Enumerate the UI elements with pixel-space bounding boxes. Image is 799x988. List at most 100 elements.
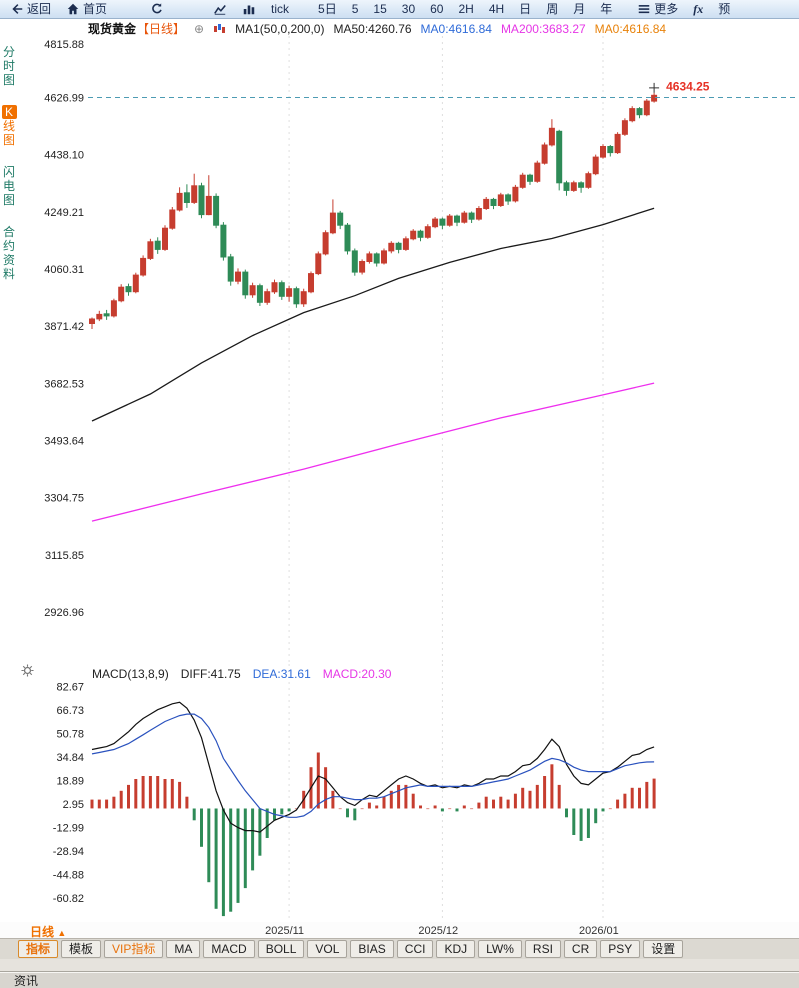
macd-histogram-bar <box>265 808 269 838</box>
indicator-tab-MACD[interactable]: MACD <box>203 940 255 958</box>
bar-chart-view-button[interactable] <box>242 2 256 16</box>
candle-body <box>505 194 512 202</box>
toolbar-period-年[interactable]: 年 <box>600 1 613 16</box>
candle-body <box>424 226 431 238</box>
line-chart-view-button[interactable] <box>213 2 227 16</box>
macd-chart[interactable]: 82.67 66.73 50.78 34.84 18.89 2.95 -12.99 -28.9… <box>18 664 799 922</box>
indicator-tab-指标[interactable]: 指标 <box>18 940 59 958</box>
candle-body <box>636 108 643 116</box>
candle-body <box>242 271 249 296</box>
y-axis-tick-label: 3871.42 <box>44 321 84 333</box>
macd-histogram-bar <box>316 752 320 809</box>
sidebar-item-1[interactable]: 分时图 <box>1 45 17 87</box>
candle-body <box>110 300 117 317</box>
indicator-settings-icon[interactable] <box>21 664 34 677</box>
macd-histogram-bar <box>652 778 656 809</box>
news-tab[interactable]: 资讯 <box>14 974 39 988</box>
macd-histogram-bar <box>543 776 547 809</box>
period-tick-button[interactable]: tick <box>271 1 290 16</box>
indicator-tab-LW%[interactable]: LW% <box>478 940 522 958</box>
macd-histogram-bar <box>90 799 94 809</box>
dea-line <box>91 713 655 818</box>
macd-histogram-bar <box>287 808 291 812</box>
candle-body <box>300 291 307 305</box>
more-button[interactable]: 更多 <box>637 1 678 18</box>
sidebar-item-char: 分 <box>2 45 15 59</box>
toolbar-period-4H[interactable]: 4H <box>488 1 505 16</box>
toolbar-periods: 5 15 30 60 2H 4H 日周月年 <box>352 1 613 18</box>
toolbar-period-60[interactable]: 60 <box>430 1 444 16</box>
period-5day-button[interactable]: 5日 <box>318 1 337 16</box>
candle-body <box>103 313 110 317</box>
candle-body <box>600 146 606 158</box>
candle-body <box>191 185 198 203</box>
indicator-tab-BIAS[interactable]: BIAS <box>350 940 394 958</box>
home-icon <box>67 3 79 15</box>
indicator-tab-VOL[interactable]: VOL <box>307 940 348 958</box>
toolbar-period-2H[interactable]: 2H <box>458 1 474 16</box>
candle-body <box>264 291 271 303</box>
status-bar: 资讯 <box>0 972 799 988</box>
alert-button[interactable]: 预 <box>718 1 731 16</box>
macd-histogram-bar <box>572 808 576 835</box>
toolbar-period-15[interactable]: 15 <box>373 1 387 16</box>
macd-histogram-bar <box>513 793 517 809</box>
home-button[interactable]: 首页 <box>66 1 107 18</box>
candle-body <box>154 240 161 250</box>
main-candlestick-chart[interactable]: 4815.88 4626.99 4438.10 4249.21 4060.31 3871.… <box>18 36 799 664</box>
macd-histogram-bar <box>506 799 510 809</box>
candle-body <box>621 120 628 135</box>
macd-histogram-bar <box>521 787 525 809</box>
indicator-tab-VIP指标[interactable]: VIP指标 <box>104 940 164 958</box>
y-axis-tick-label: 3682.53 <box>44 378 84 390</box>
toolbar-period-日[interactable]: 日 <box>519 1 532 16</box>
candle-body <box>351 250 358 273</box>
candle-body <box>490 198 497 206</box>
macd-histogram-bar <box>594 808 598 824</box>
macd-histogram-bar <box>462 805 466 809</box>
toolbar-period-30[interactable]: 30 <box>401 1 416 16</box>
sidebar-item-char: 线 <box>2 119 15 133</box>
sidebar-item-3[interactable]: 闪电图 <box>1 165 17 207</box>
macd-y-tick-label: -60.82 <box>53 893 84 905</box>
macd-histogram-bar <box>127 784 130 809</box>
candle-body <box>286 288 293 297</box>
indicator-tab-CR[interactable]: CR <box>563 940 598 958</box>
add-indicator-icon[interactable]: ⊕ <box>194 21 205 36</box>
candle-body <box>132 274 139 293</box>
symbol-name[interactable]: 现货黄金 <box>88 22 137 36</box>
candle-body <box>629 108 636 122</box>
macd-y-tick-label: 82.67 <box>56 682 84 694</box>
toolbar-period-周[interactable]: 周 <box>546 1 559 16</box>
candle-body <box>169 209 176 229</box>
more-label: 更多 <box>654 1 679 16</box>
indicator-tab-CCI[interactable]: CCI <box>396 940 434 958</box>
candle-body <box>570 182 577 191</box>
macd-histogram-bar <box>360 808 364 810</box>
toolbar-period-5[interactable]: 5 <box>351 1 359 16</box>
dea-value: DEA:31.61 <box>252 666 311 681</box>
indicator-tab-PSY[interactable]: PSY <box>600 940 641 958</box>
back-button[interactable]: 返回 <box>10 1 51 18</box>
kline-period-selector[interactable]: 日线 ▲ <box>30 923 66 940</box>
line-chart-icon <box>214 4 226 15</box>
indicator-tab-模板[interactable]: 模板 <box>61 940 102 958</box>
macd-histogram-bar <box>148 776 152 809</box>
toolbar-period-月[interactable]: 月 <box>573 1 586 16</box>
candle-body <box>198 185 205 216</box>
sidebar-item-4[interactable]: 合约资料 <box>1 225 17 281</box>
formula-button[interactable]: fx <box>693 1 704 16</box>
indicator-tab-MA[interactable]: MA <box>166 940 201 958</box>
indicator-tab-设置[interactable]: 设置 <box>643 940 684 958</box>
macd-histogram-bar <box>601 808 605 812</box>
indicator-tab-RSI[interactable]: RSI <box>524 940 561 958</box>
macd-histogram-bar <box>141 776 145 809</box>
candle-body <box>125 286 132 293</box>
indicator-tab-KDJ[interactable]: KDJ <box>436 940 476 958</box>
indicator-tab-BOLL[interactable]: BOLL <box>257 940 305 958</box>
refresh-button[interactable] <box>150 2 164 16</box>
macd-histogram-bar <box>397 784 401 809</box>
sidebar-item-char: 闪 <box>2 165 15 179</box>
macd-histogram-bar <box>353 808 357 821</box>
